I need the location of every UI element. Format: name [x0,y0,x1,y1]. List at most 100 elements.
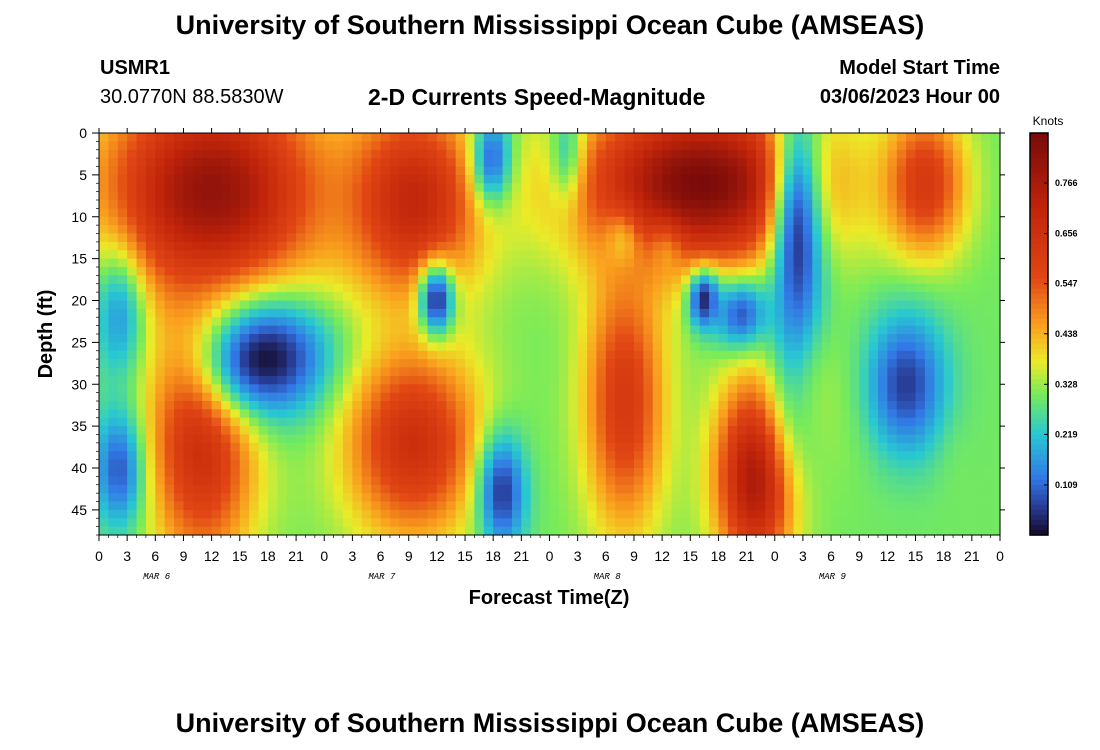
heatmap-cell [183,208,194,218]
heatmap-cell [587,258,598,268]
heatmap-cell [521,258,532,268]
heatmap-cell [211,484,222,494]
heatmap-cell [286,384,297,394]
y-tick-label: 10 [71,209,87,225]
heatmap-cell [352,350,363,360]
heatmap-cell [568,258,579,268]
heatmap-cell [502,434,513,444]
heatmap-cell [953,141,964,151]
heatmap-cell [408,233,419,243]
heatmap-cell [202,317,213,327]
heatmap-cell [286,200,297,209]
heatmap-cell [202,501,213,511]
heatmap-cell [906,149,917,159]
heatmap-cell [286,493,297,503]
x-axis-title: Forecast Time(Z) [469,587,630,609]
heatmap-cell [727,141,738,151]
heatmap-cell [699,267,710,276]
heatmap-cell [230,275,241,285]
heatmap-cell [296,308,307,318]
heatmap-cell [183,442,194,452]
y-tick-label: 45 [71,502,87,518]
heatmap-cell [943,225,954,235]
heatmap-cell [652,442,663,452]
heatmap-cell [436,200,447,209]
heatmap-cell [277,292,288,302]
heatmap-cell [877,417,888,427]
heatmap-cell [596,334,607,343]
heatmap-cell [802,367,813,377]
heatmap-cell [361,200,372,209]
heatmap-cell [821,174,832,184]
heatmap-cell [652,417,663,427]
heatmap-cell [108,250,119,260]
heatmap-cell [286,149,297,159]
heatmap-cell [812,359,823,369]
heatmap-cell [333,133,344,142]
heatmap-cell [596,501,607,511]
heatmap-cell [117,459,128,469]
heatmap-cell [643,384,654,394]
heatmap-cell [343,183,354,193]
heatmap-cell [755,200,766,209]
heatmap-cell [511,409,522,419]
colorbar-segment [1030,484,1048,491]
heatmap-cell [680,409,691,419]
heatmap-cell [164,141,175,151]
heatmap-cell [643,526,654,536]
heatmap-cell [596,149,607,159]
colorbar-segment [1030,133,1048,139]
heatmap-cell [427,258,438,268]
heatmap-cell [727,501,738,511]
heatmap-cell [145,258,156,268]
heatmap-cell [605,468,616,477]
heatmap-cell [371,509,382,519]
heatmap-cell [577,434,588,444]
heatmap-cell [896,250,907,260]
heatmap-cell [727,493,738,503]
heatmap-cell [389,334,400,343]
heatmap-cell [493,317,504,327]
heatmap-cell [455,216,466,226]
colorbar-segment [1030,434,1048,441]
heatmap-cell [755,426,766,436]
heatmap-cell [174,367,185,377]
heatmap-cell [643,133,654,142]
heatmap-cell [183,300,194,310]
heatmap-cell [784,300,795,310]
heatmap-cell [793,451,804,461]
heatmap-cell [981,174,992,184]
heatmap-cell [427,442,438,452]
heatmap-cell [568,191,579,201]
x-tick-label: 6 [377,548,385,564]
heatmap-cell [746,267,757,276]
heatmap-cell [549,283,560,293]
heatmap-cell [662,158,673,168]
heatmap-cell [127,250,138,260]
heatmap-cell [877,468,888,477]
heatmap-cell [249,283,260,293]
heatmap-cell [709,275,720,285]
heatmap-cell [971,468,982,477]
heatmap-cell [324,225,335,235]
colorbar-segment [1030,248,1048,255]
heatmap-cell [436,501,447,511]
heatmap-cell [202,509,213,519]
heatmap-cell [981,191,992,201]
heatmap-cell [943,434,954,444]
heatmap-cell [887,300,898,310]
colorbar-segment [1030,273,1048,280]
heatmap-cell [812,384,823,394]
heatmap-cell [962,493,973,503]
heatmap-cell [962,526,973,536]
heatmap-cell [793,509,804,519]
heatmap-cell [202,392,213,402]
colorbar-segment [1030,318,1048,325]
heatmap-cell [558,225,569,235]
heatmap-cell [127,325,138,335]
heatmap-cell [831,241,842,251]
heatmap-cell [521,401,532,410]
heatmap-cell [840,166,851,176]
heatmap-cell [943,451,954,461]
heatmap-cell [718,250,729,260]
